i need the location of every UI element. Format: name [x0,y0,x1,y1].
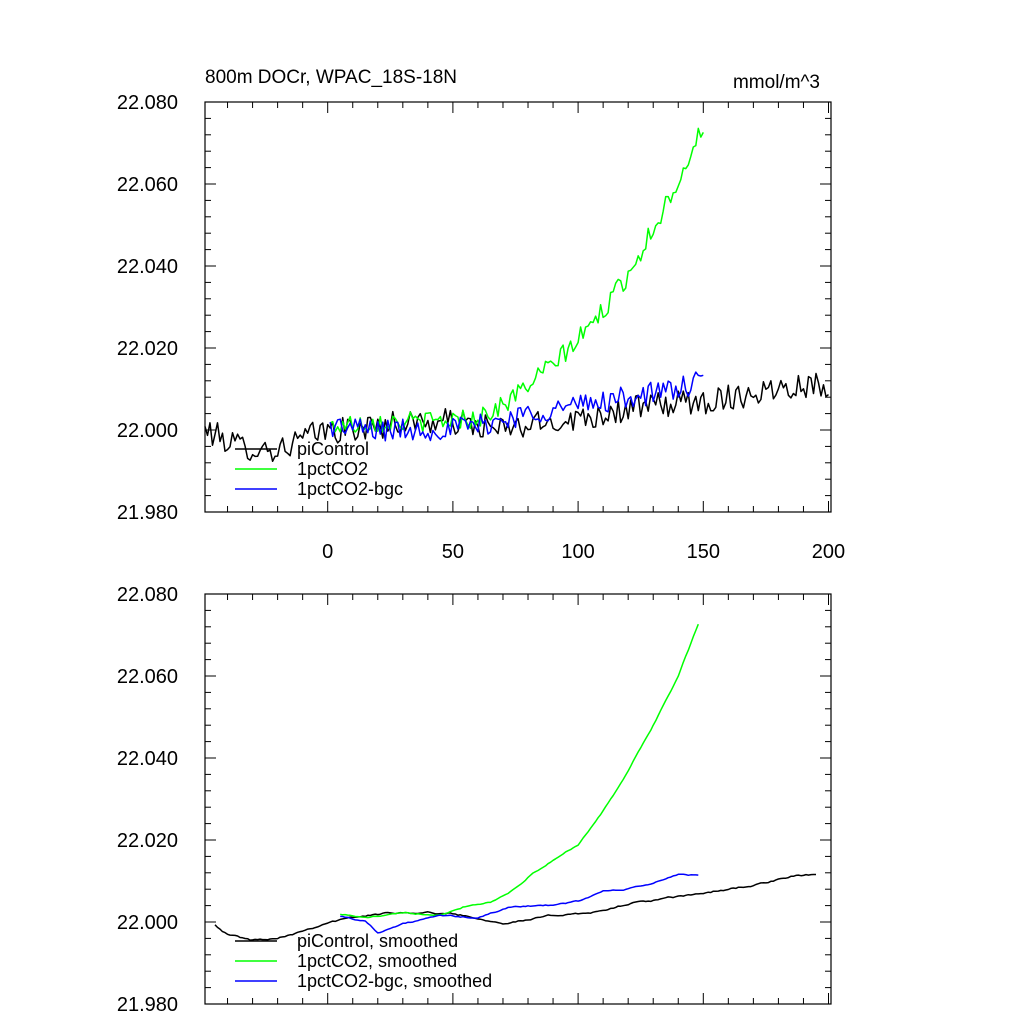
series-line-picontrol-smoothed [214,873,816,941]
top-panel: 21.980 22.000 22.020 22.040 22.060 22.080 0 50 1… [117,92,845,563]
figure-title: 800m DOCr, WPAC_18S-18N [205,67,457,88]
plot-frame [204,593,832,1005]
legend-label: piControl, smoothed [297,931,458,951]
plot-frame [204,101,832,513]
y-tick-label: 22.000 [117,420,178,442]
bottom-panel: 21.980 22.000 22.020 22.040 22.060 22.080 piCo… [117,584,832,1016]
y-tick-label: 22.000 [117,912,178,934]
y-tick-label: 22.040 [117,748,178,770]
series-line-1pctco2-bgc-smoothed [340,873,699,934]
legend-label: 1pctCO2-bgc [297,479,403,499]
y-tick-label: 21.980 [117,502,178,524]
y-tick-label: 21.980 [117,994,178,1016]
y-tick-label: 22.040 [117,256,178,278]
y-tick-label: 22.080 [117,584,178,606]
y-tick-label: 22.020 [117,338,178,360]
y-tick-label: 22.080 [117,92,178,114]
x-tick-label: 200 [812,541,845,563]
units-label: mmol/m^3 [733,72,820,93]
legend-label: 1pctCO2 [297,459,368,479]
x-tick-label: 100 [561,541,594,563]
x-tick-label: 0 [322,541,333,563]
series-line-1pctco2-bgc [329,371,704,442]
y-tick-label: 22.060 [117,666,178,688]
legend-label: 1pctCO2, smoothed [297,951,457,971]
legend-label: 1pctCO2-bgc, smoothed [297,971,492,991]
series-line-1pctco2-smoothed [340,623,699,919]
x-tick-label: 50 [442,541,464,563]
series-line-1pctco2 [329,127,704,433]
x-tick-label: 150 [687,541,720,563]
legend-label: piControl [297,439,369,459]
y-tick-label: 22.060 [117,174,178,196]
y-tick-label: 22.020 [117,830,178,852]
